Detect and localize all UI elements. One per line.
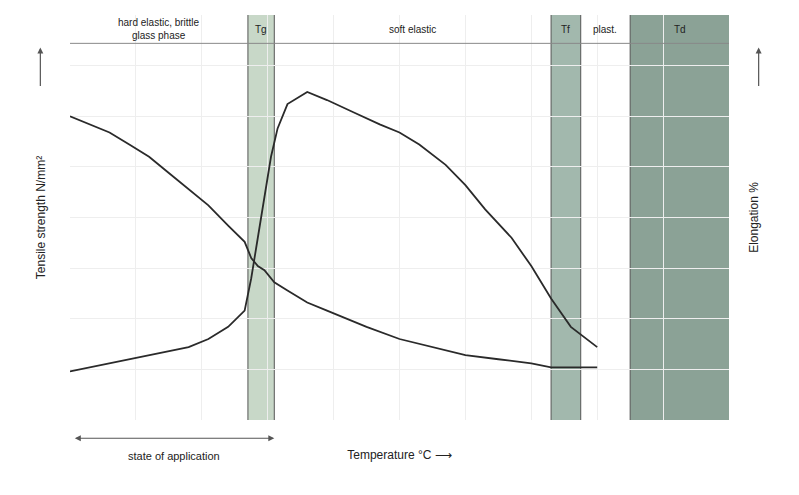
svg-text:plast.: plast. (593, 24, 617, 35)
svg-text:Elongation %: Elongation % (747, 182, 761, 253)
svg-text:state of application: state of application (128, 450, 220, 462)
svg-text:hard elastic, brittleglass pha: hard elastic, brittleglass phase (118, 17, 200, 41)
svg-text:Td: Td (674, 24, 686, 35)
svg-text:Temperature °C ⟶: Temperature °C ⟶ (347, 448, 452, 462)
svg-text:Tf: Tf (561, 24, 570, 35)
svg-text:soft elastic: soft elastic (389, 24, 436, 35)
svg-text:Tensile strength N/mm²: Tensile strength N/mm² (34, 156, 48, 279)
svg-text:Tg: Tg (255, 24, 267, 35)
